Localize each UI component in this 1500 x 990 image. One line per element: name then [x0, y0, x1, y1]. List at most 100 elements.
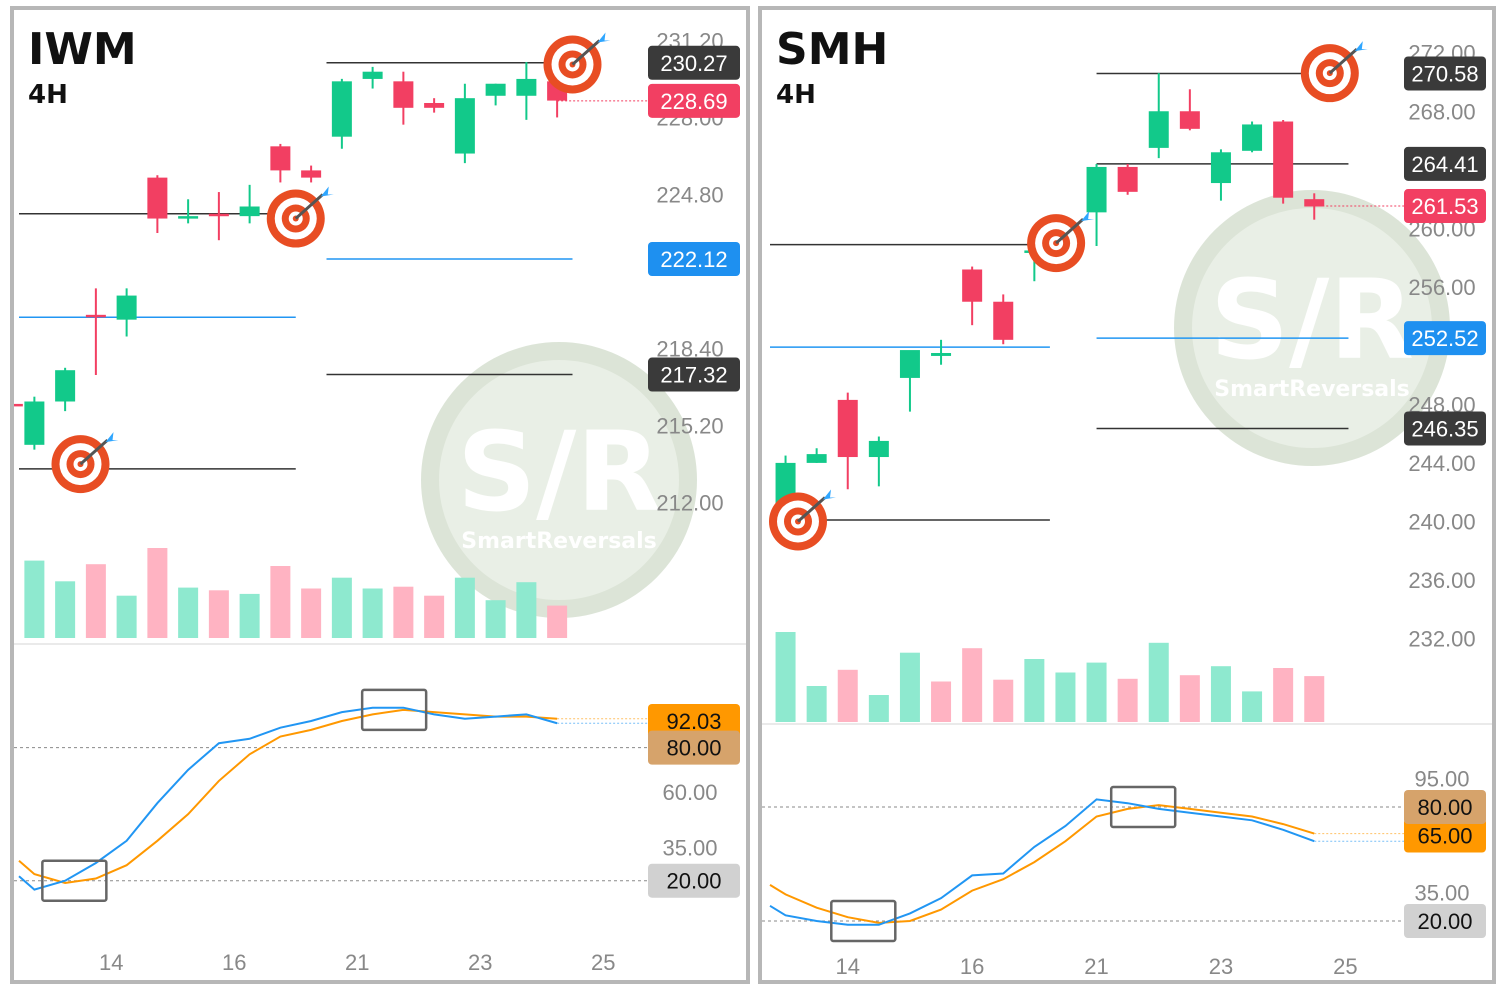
- smh-volume-bar-9: [1055, 672, 1076, 722]
- smh-volume-bar-10: [1086, 662, 1107, 722]
- iwm-volume-bar-0: [24, 560, 45, 638]
- smh-target-icon-1-dart-fletch: [1081, 211, 1095, 222]
- iwm-timeframe-label: 4H: [28, 80, 68, 110]
- smh-x-tick-4: 25: [1333, 954, 1357, 979]
- smh-level-3-tag: [1404, 321, 1486, 356]
- smh-osc-20-tag: [1404, 904, 1486, 938]
- iwm-watermark-outer: [421, 342, 697, 618]
- iwm-osc-marker-box-1: [360, 688, 428, 732]
- iwm-level-4-tag: [648, 357, 740, 392]
- iwm-candle-body-2: [55, 370, 76, 402]
- iwm-candle-body-0: [14, 403, 23, 407]
- iwm-candle-body-6: [178, 216, 199, 219]
- iwm-x-tick-3: 23: [468, 950, 492, 975]
- iwm-price-tick-3: 218.40: [656, 337, 723, 362]
- smh-watermark-inner: [1192, 208, 1432, 448]
- smh-last-price-label: 261.53: [1411, 194, 1478, 219]
- smh-last-price: 261.53: [1314, 189, 1486, 224]
- smh-volume-bar-6: [962, 648, 983, 722]
- iwm-volume-bar-8: [270, 566, 291, 638]
- smh-volume-bar-16: [1273, 668, 1294, 722]
- smh-candle-body-11: [1117, 166, 1138, 192]
- smh-target-icon-0-dart: [1328, 48, 1358, 75]
- smh-price-tick-6: 240.00: [1408, 510, 1475, 535]
- iwm-volume-bar-2: [85, 564, 106, 638]
- smh-osc-k-value-label: 65.00: [1417, 824, 1472, 849]
- iwm-candle-body-8: [239, 206, 260, 217]
- iwm-level-2-tag: [648, 241, 740, 276]
- iwm-candle-body-9: [270, 146, 291, 171]
- smh-ticker-label: SMH: [776, 24, 889, 75]
- smh-target-icon-2: [768, 489, 836, 551]
- iwm-target-icon-0: [543, 32, 611, 94]
- iwm-volume-bar-1: [55, 581, 76, 638]
- smh-price-tick-7: 236.00: [1408, 568, 1475, 593]
- smh-price-tick-3: 256.00: [1408, 275, 1475, 300]
- iwm-last-price: 228.69: [557, 83, 740, 118]
- iwm-candle-body-17: [516, 78, 537, 96]
- smh-volume-bar-13: [1179, 675, 1200, 722]
- iwm-level-2-label: 222.12: [660, 247, 727, 272]
- iwm-target-icon-0-dart: [571, 39, 601, 66]
- iwm-candles: [14, 62, 568, 450]
- iwm-volume-bar-16: [516, 582, 537, 638]
- iwm-x-tick-0: 14: [99, 950, 123, 975]
- iwm-candle-body-13: [393, 81, 414, 108]
- iwm-volume-bar-6: [208, 590, 229, 638]
- iwm-volume-bar-13: [424, 595, 445, 638]
- iwm-candle-body-15: [454, 98, 475, 154]
- smh-target-icon-1: [1027, 211, 1095, 273]
- smh-candle-body-3: [868, 440, 889, 458]
- iwm-level-0-label: 230.27: [660, 51, 727, 76]
- iwm-ticker-label: IWM: [28, 24, 137, 75]
- smh-chart-svg: S/RSmartReversals272.00268.00260.00256.0…: [762, 41, 1492, 979]
- smh-osc-marker-box-1: [1109, 785, 1177, 829]
- smh-level-1-tag: [1404, 146, 1486, 181]
- iwm-volume-bar-14: [454, 577, 475, 638]
- iwm-volume-bar-4: [147, 548, 168, 638]
- iwm-volume-bar-11: [362, 588, 383, 638]
- smh-targets: [768, 41, 1368, 551]
- smh-level-3-label: 252.52: [1411, 326, 1478, 351]
- iwm-volume-bar-5: [178, 587, 199, 638]
- iwm-candle-body-7: [208, 213, 229, 217]
- smh-candle-body-2: [837, 399, 858, 458]
- smh-price-tick-1: 268.00: [1408, 99, 1475, 124]
- iwm-candle-body-16: [485, 83, 506, 96]
- smh-volume-bar-17: [1304, 676, 1325, 722]
- smh-volume-bar-2: [837, 669, 858, 722]
- iwm-price-tick-2: 224.80: [656, 182, 723, 207]
- smh-volume-bar-8: [1024, 659, 1045, 722]
- smh-candle-body-12: [1148, 111, 1169, 148]
- smh-volume-bar-3: [868, 695, 889, 722]
- smh-volume: [775, 632, 1325, 722]
- smh-osc-d-value-tag: [1404, 790, 1486, 824]
- smh-volume-bar-12: [1148, 642, 1169, 722]
- smh-oscillator: 95.0080.6080.0065.0035.0020.0065.0080.00…: [762, 767, 1486, 943]
- smh-volume-bar-11: [1117, 678, 1138, 722]
- smh-target-icon-0-dart-fletch: [1354, 41, 1368, 52]
- smh-watermark-outer: [1174, 190, 1450, 466]
- smh-volume-bar-1: [806, 686, 827, 722]
- iwm-volume-bar-15: [485, 600, 506, 638]
- iwm-osc-k-value-tag: [648, 703, 740, 738]
- iwm-volume-bar-12: [393, 586, 414, 638]
- smh-timeframe-label: 4H: [776, 80, 816, 110]
- iwm-osc-d-value-label: 80.00: [666, 736, 721, 761]
- smh-watermark-subtext: SmartReversals: [1214, 377, 1410, 402]
- smh-chart-panel: S/R SmartReversals 272.00 268.00 260.00 256.0…: [758, 6, 1496, 984]
- smh-osc-tick-4: 35.00: [1414, 881, 1469, 906]
- smh-x-tick-2: 21: [1084, 954, 1108, 979]
- smh-candle-body-7: [993, 301, 1014, 340]
- iwm-candle-body-14: [424, 102, 445, 108]
- smh-x-tick-1: 16: [960, 954, 984, 979]
- smh-candle-body-13: [1179, 111, 1200, 129]
- iwm-watermark-subtext: SmartReversals: [461, 529, 657, 554]
- iwm-watermark-inner: [439, 360, 679, 600]
- iwm-osc-marker-box-0: [41, 859, 108, 902]
- smh-price-tick-8: 232.00: [1408, 627, 1475, 652]
- iwm-x-tick-1: 16: [222, 950, 246, 975]
- iwm-watermark-text: S/R: [457, 408, 661, 536]
- iwm-candle-body-5: [147, 177, 168, 219]
